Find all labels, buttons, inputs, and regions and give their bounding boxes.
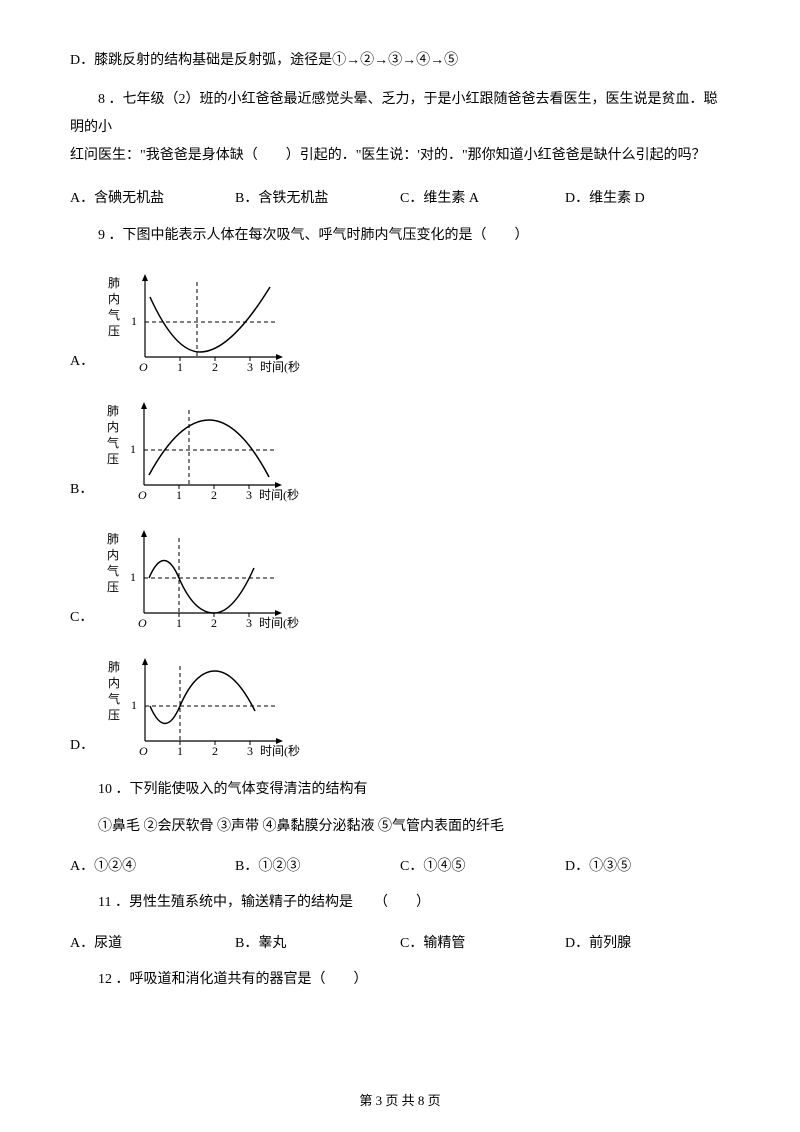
svg-text:气: 气 [107, 563, 119, 578]
svg-text:内: 内 [108, 676, 120, 690]
q8-stem-line2: 红问医生："我爸爸是身体缺（ ）引起的．"医生说：'对的．"那你知道小红爸爸是缺… [70, 142, 730, 170]
svg-text:3: 3 [246, 488, 252, 502]
q9-graph-a: 肺内气压1O123时间(秒) [100, 267, 300, 377]
svg-text:压: 压 [108, 708, 120, 722]
q9-option-a: A． 肺内气压1O123时间(秒) [70, 267, 730, 377]
svg-text:O: O [138, 616, 147, 630]
q11-stem: 11 ．男性生殖系统中，输送精子的结构是 （ ） [70, 892, 730, 914]
svg-text:2: 2 [211, 616, 217, 630]
svg-text:肺: 肺 [108, 276, 120, 290]
q12-stem: 12 ．呼吸道和消化道共有的器官是（ ） [70, 969, 730, 991]
svg-text:压: 压 [107, 580, 119, 594]
svg-text:1: 1 [130, 570, 136, 584]
svg-text:肺: 肺 [108, 660, 120, 674]
q9-option-d: D． 肺内气压1O123时间(秒) [70, 651, 730, 761]
q8-stem: 8 ．七年级（2）班的小红爸爸最近感觉头晕、乏力，于是小红跟随爸爸去看医生，医生… [70, 86, 730, 170]
q9-letter-c: C． [70, 607, 93, 629]
q11-options: A．尿道 B．睾丸 C．输精管 D．前列腺 [70, 933, 730, 955]
q9-stem: 9 ．下图中能表示人体在每次吸气、呼气时肺内气压变化的是（ ） [70, 225, 730, 247]
q11-option-c: C．输精管 [400, 933, 565, 955]
q10-options: A．①②④ B．①②③ C．①④⑤ D．①③⑤ [70, 856, 730, 878]
q9-graph-c: 肺内气压1O123时间(秒) [99, 523, 299, 633]
svg-text:O: O [139, 360, 148, 374]
svg-text:压: 压 [108, 324, 120, 338]
q9-graph-d: 肺内气压1O123时间(秒) [100, 651, 300, 761]
svg-text:1: 1 [177, 744, 183, 758]
svg-text:气: 气 [108, 307, 120, 322]
q9-letter-b: B． [70, 479, 93, 501]
q11-option-a: A．尿道 [70, 933, 235, 955]
q10-option-b: B．①②③ [235, 856, 400, 878]
q8-option-d: D．维生素 D [565, 188, 730, 210]
svg-text:3: 3 [247, 360, 253, 374]
svg-text:3: 3 [246, 616, 252, 630]
svg-text:2: 2 [211, 488, 217, 502]
svg-text:压: 压 [107, 452, 119, 466]
svg-text:1: 1 [131, 314, 137, 328]
svg-text:O: O [139, 744, 148, 758]
svg-text:O: O [138, 488, 147, 502]
svg-text:气: 气 [108, 691, 120, 706]
q10-option-a: A．①②④ [70, 856, 235, 878]
q10-option-d: D．①③⑤ [565, 856, 730, 878]
svg-text:内: 内 [107, 548, 119, 562]
q9-graph-b: 肺内气压1O123时间(秒) [99, 395, 299, 505]
q9-option-b: B． 肺内气压1O123时间(秒) [70, 395, 730, 505]
q7-option-d: D．膝跳反射的结构基础是反射弧，途径是①→②→③→④→⑤ [70, 50, 730, 72]
svg-text:肺: 肺 [107, 404, 119, 418]
svg-text:时间(秒): 时间(秒) [259, 488, 299, 502]
q8-option-a: A．含碘无机盐 [70, 188, 235, 210]
svg-text:1: 1 [176, 616, 182, 630]
svg-text:2: 2 [212, 360, 218, 374]
svg-text:2: 2 [212, 744, 218, 758]
q9-letter-a: A． [70, 351, 94, 373]
q8-stem-line1: 8 ．七年级（2）班的小红爸爸最近感觉头晕、乏力，于是小红跟随爸爸去看医生，医生… [70, 86, 730, 142]
svg-text:肺: 肺 [107, 532, 119, 546]
page-footer: 第 3 页 共 8 页 [0, 1091, 800, 1112]
svg-text:1: 1 [177, 360, 183, 374]
q10-option-c: C．①④⑤ [400, 856, 565, 878]
svg-text:内: 内 [108, 292, 120, 306]
q9-option-c: C． 肺内气压1O123时间(秒) [70, 523, 730, 633]
svg-text:3: 3 [247, 744, 253, 758]
svg-text:时间(秒): 时间(秒) [260, 360, 300, 374]
q11-option-d: D．前列腺 [565, 933, 730, 955]
svg-text:气: 气 [107, 435, 119, 450]
svg-text:1: 1 [176, 488, 182, 502]
q9-letter-d: D． [70, 735, 94, 757]
svg-text:内: 内 [107, 420, 119, 434]
q10-stem2: ①鼻毛 ②会厌软骨 ③声带 ④鼻黏膜分泌黏液 ⑤气管内表面的纤毛 [70, 816, 730, 838]
q11-option-b: B．睾丸 [235, 933, 400, 955]
q8-options: A．含碘无机盐 B．含铁无机盐 C．维生素 A D．维生素 D [70, 188, 730, 210]
svg-text:时间(秒): 时间(秒) [260, 744, 300, 758]
q10-stem: 10 ．下列能使吸入的气体变得清洁的结构有 [70, 779, 730, 801]
q8-option-c: C．维生素 A [400, 188, 565, 210]
q8-option-b: B．含铁无机盐 [235, 188, 400, 210]
svg-text:1: 1 [130, 442, 136, 456]
svg-text:1: 1 [131, 698, 137, 712]
svg-text:时间(秒): 时间(秒) [259, 616, 299, 630]
